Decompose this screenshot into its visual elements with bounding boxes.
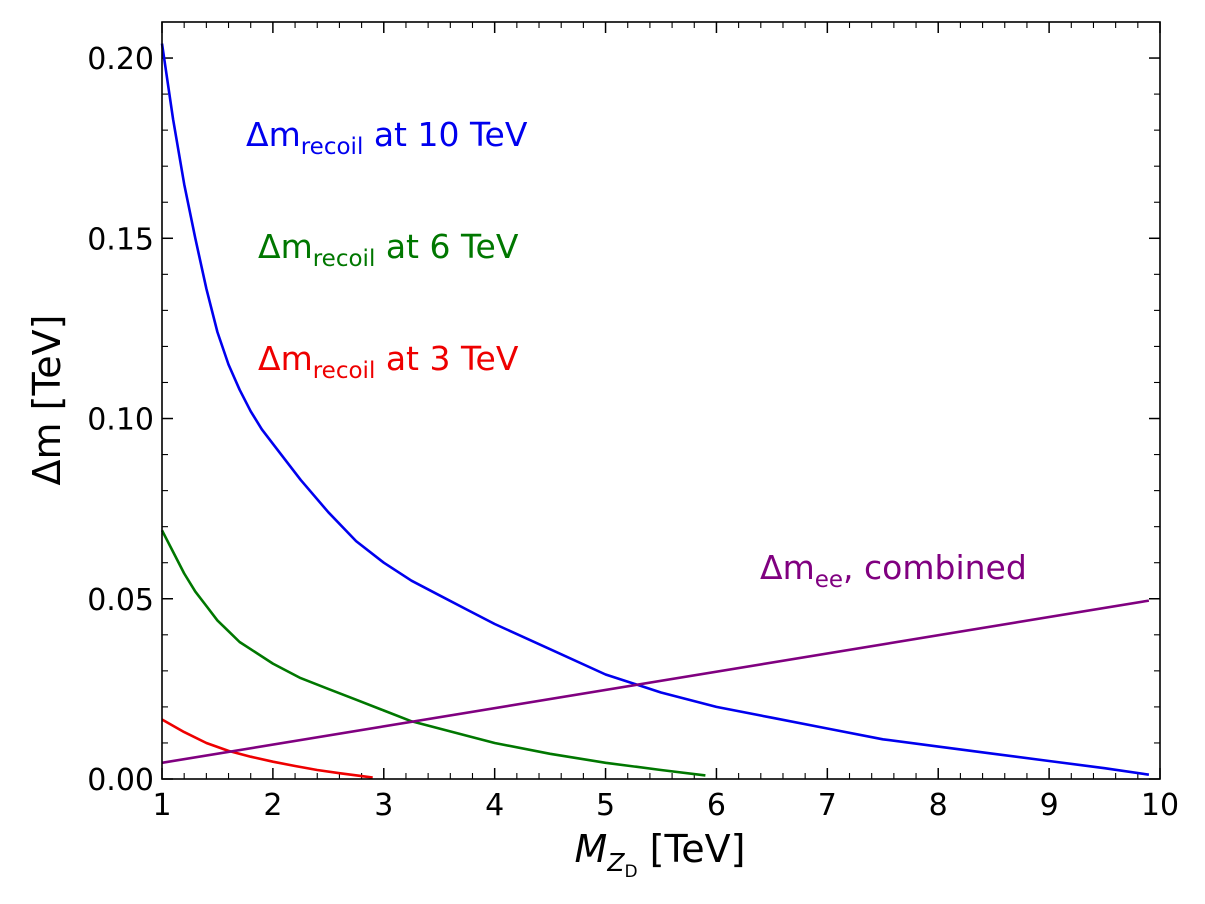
- y-axis-title: Δm [TeV]: [25, 315, 69, 486]
- series-line-recoil-3tev: [161, 718, 373, 779]
- y-tick-label: 0.10: [87, 403, 154, 438]
- label-ee-combined: Δmee, combined: [760, 548, 1027, 593]
- series-line-recoil-6tev: [160, 529, 706, 777]
- y-tick-label: 0.15: [87, 222, 154, 257]
- plot-frame: [161, 21, 1161, 780]
- y-tick-label: 0.20: [87, 42, 154, 77]
- y-tick-label: 0.00: [87, 763, 154, 798]
- x-tick-label: 2: [263, 788, 282, 823]
- x-tick-label: 1: [152, 788, 171, 823]
- x-tick-label: 10: [1141, 788, 1179, 823]
- label-recoil-6tev: Δmrecoil at 6 TeV: [258, 227, 519, 272]
- x-tick-label: 8: [929, 788, 948, 823]
- x-tick-label: 6: [707, 788, 726, 823]
- x-tick-label: 9: [1040, 788, 1059, 823]
- tick-labels: 1 2 3 4 5 6 7 8 9 10 0.00 0.05 0.10 0.15 0.20: [87, 42, 1179, 823]
- x-tick-label: 5: [596, 788, 615, 823]
- series-lines: [160, 43, 1150, 779]
- x-tick-label: 4: [485, 788, 504, 823]
- series-line-ee-combined: [161, 599, 1150, 765]
- tick-marks: [161, 22, 1161, 780]
- x-tick-label: 7: [818, 788, 837, 823]
- x-axis-title: MZD [TeV]: [575, 827, 746, 882]
- label-recoil-10tev: Δmrecoil at 10 TeV: [246, 115, 528, 160]
- label-recoil-3tev: Δmrecoil at 3 TeV: [258, 339, 519, 384]
- y-tick-label: 0.05: [87, 583, 154, 618]
- x-tick-label: 3: [374, 788, 393, 823]
- series-line-recoil-10tev: [160, 43, 1150, 776]
